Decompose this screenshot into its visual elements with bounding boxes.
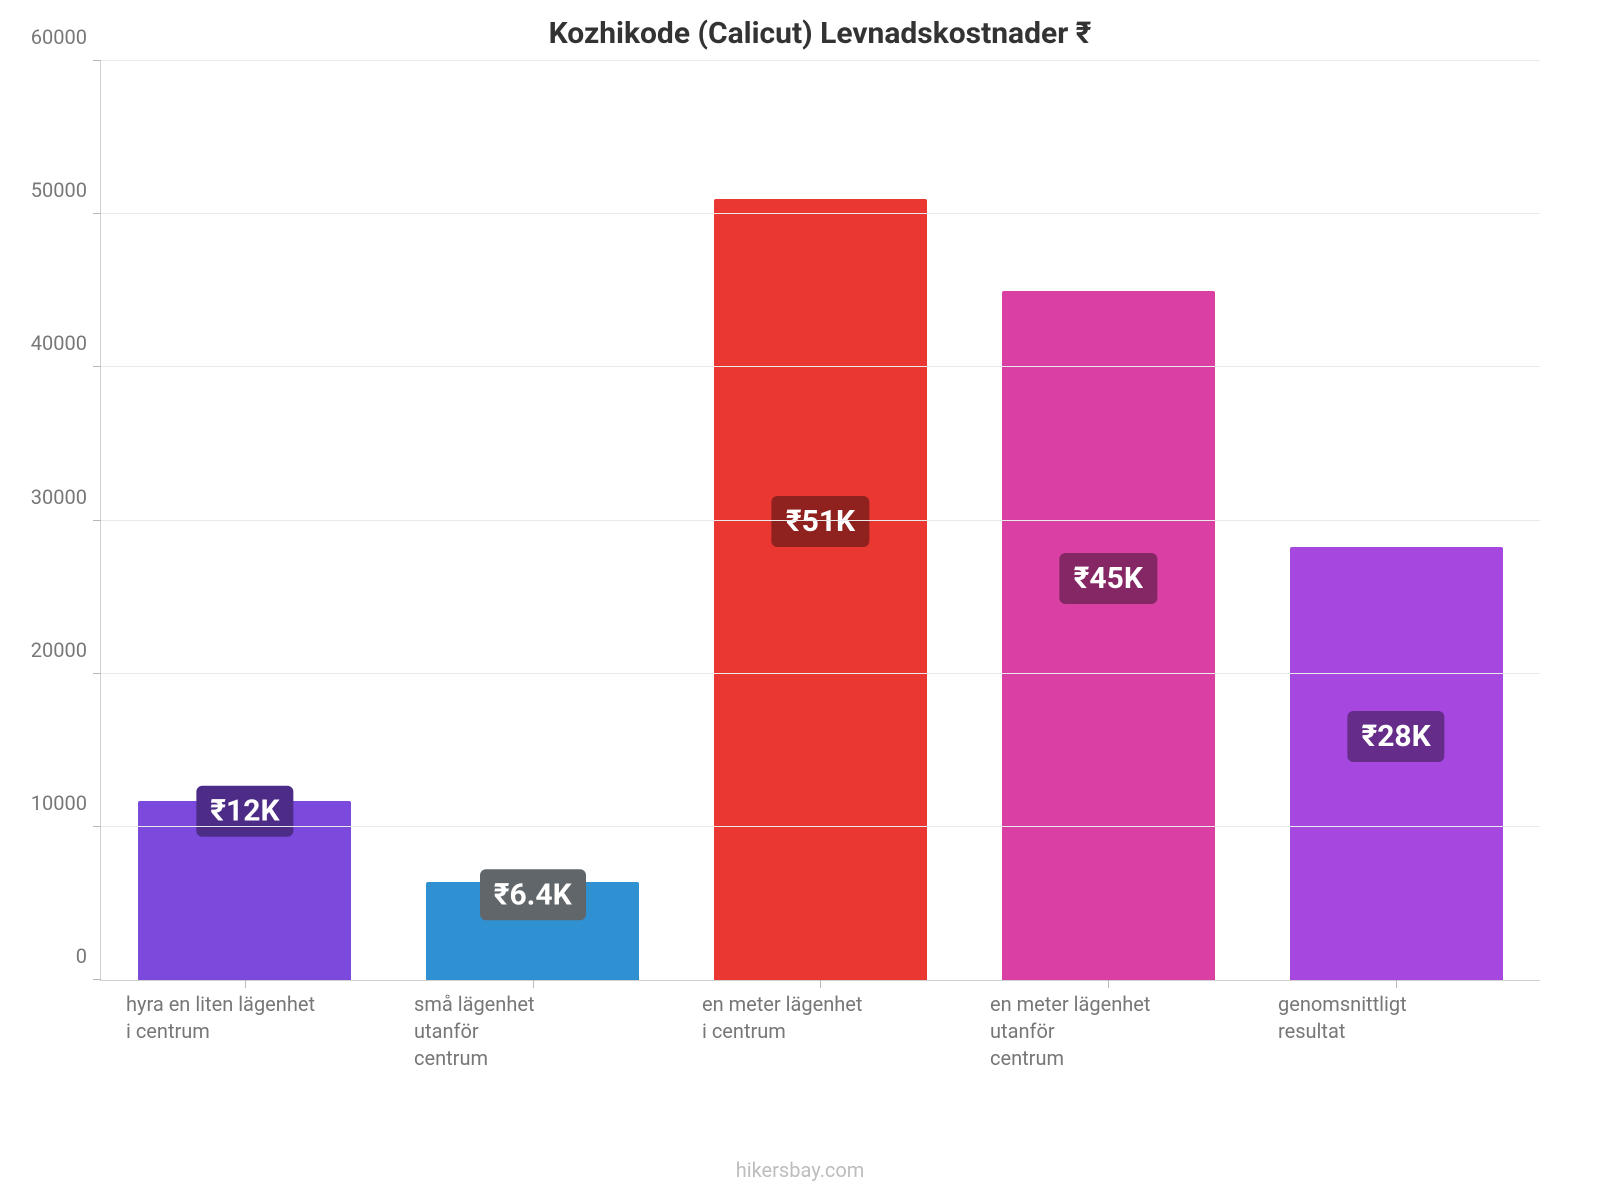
attribution-text: hikersbay.com bbox=[0, 1158, 1600, 1182]
value-badge: ₹45K bbox=[1060, 553, 1157, 604]
x-axis-labels: hyra en liten lägenhet i centrumsmå läge… bbox=[100, 991, 1540, 1072]
grid-line bbox=[101, 213, 1540, 214]
y-tick-mark bbox=[93, 826, 101, 827]
grid-line bbox=[101, 366, 1540, 367]
y-tick-mark bbox=[93, 673, 101, 674]
y-tick-mark bbox=[93, 979, 101, 980]
bar: ₹28K bbox=[1290, 547, 1503, 980]
bar: ₹12K bbox=[138, 801, 351, 980]
value-badge: ₹51K bbox=[772, 496, 869, 547]
y-tick-mark bbox=[93, 213, 101, 214]
value-badge: ₹28K bbox=[1347, 711, 1444, 762]
chart-container: Kozhikode (Calicut) Levnadskostnader ₹ ₹… bbox=[0, 0, 1600, 1200]
bars-group: ₹12K ₹6.4K ₹51K ₹45K ₹28K bbox=[101, 61, 1540, 980]
y-tick-label: 0 bbox=[76, 944, 101, 968]
y-tick-label: 10000 bbox=[31, 791, 101, 815]
grid-line bbox=[101, 520, 1540, 521]
grid-line bbox=[101, 826, 1540, 827]
bar: ₹6.4K bbox=[426, 882, 639, 980]
bar-slot: ₹51K bbox=[677, 61, 965, 980]
chart-title: Kozhikode (Calicut) Levnadskostnader ₹ bbox=[100, 16, 1540, 51]
y-tick-label: 20000 bbox=[31, 638, 101, 662]
value-badge: ₹6.4K bbox=[480, 869, 586, 920]
y-tick-label: 40000 bbox=[31, 331, 101, 355]
bar: ₹45K bbox=[1002, 291, 1215, 980]
x-axis-label: en meter lägenhet i centrum bbox=[676, 991, 964, 1072]
x-tick-mark bbox=[245, 980, 246, 988]
x-axis-label: en meter lägenhet utanför centrum bbox=[964, 991, 1252, 1072]
x-tick-mark bbox=[533, 980, 534, 988]
y-tick-mark bbox=[93, 60, 101, 61]
bar-slot: ₹12K bbox=[101, 61, 389, 980]
bar-slot: ₹6.4K bbox=[389, 61, 677, 980]
x-tick-mark bbox=[1396, 980, 1397, 988]
x-axis-label: små lägenhet utanför centrum bbox=[388, 991, 676, 1072]
x-tick-mark bbox=[1108, 980, 1109, 988]
value-badge: ₹12K bbox=[196, 785, 293, 836]
bar: ₹51K bbox=[714, 199, 927, 980]
x-axis-label: genomsnittligt resultat bbox=[1252, 991, 1540, 1072]
y-tick-mark bbox=[93, 366, 101, 367]
plot-area: ₹12K₹6.4K₹51K₹45K₹28K 010000200003000040… bbox=[100, 61, 1540, 981]
x-tick-mark bbox=[820, 980, 821, 988]
bar-slot: ₹45K bbox=[964, 61, 1252, 980]
grid-line bbox=[101, 60, 1540, 61]
bar-slot: ₹28K bbox=[1252, 61, 1540, 980]
x-axis-label: hyra en liten lägenhet i centrum bbox=[100, 991, 388, 1072]
y-tick-label: 60000 bbox=[31, 25, 101, 49]
y-tick-label: 50000 bbox=[31, 178, 101, 202]
grid-line bbox=[101, 673, 1540, 674]
y-tick-label: 30000 bbox=[31, 485, 101, 509]
y-tick-mark bbox=[93, 520, 101, 521]
